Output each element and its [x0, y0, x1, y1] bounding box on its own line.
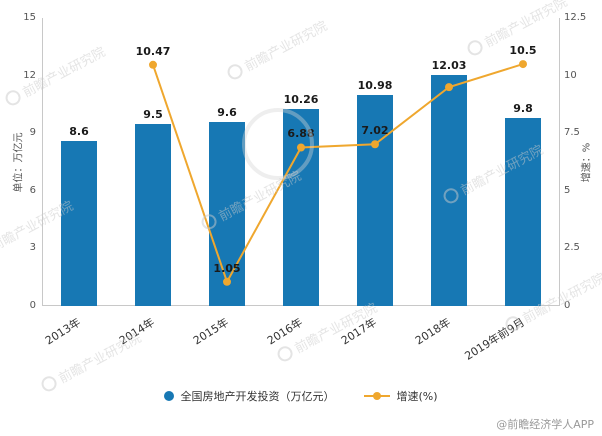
- line-value-label: 6.88: [287, 127, 315, 141]
- x-axis-label: 2015年: [190, 315, 231, 348]
- source-credit: @前瞻经济学人APP: [496, 418, 594, 431]
- left-axis-title: 单位：万亿元: [13, 132, 25, 193]
- line-point: [149, 60, 157, 69]
- growth-line: [149, 60, 527, 286]
- line-point: [371, 140, 379, 149]
- y-axis-tick-left: 3: [29, 242, 36, 254]
- bar: [135, 123, 171, 306]
- y-axis-tick-left: 12: [23, 69, 36, 81]
- bar-value-label: 10.98: [357, 79, 393, 93]
- line-series-marker-icon: [364, 392, 391, 400]
- line-point: [445, 83, 453, 92]
- y-axis-tick-left: 15: [23, 12, 36, 23]
- x-axis-label: 2018年: [412, 315, 453, 348]
- x-axis-label: 2014年: [116, 315, 157, 348]
- bar-value-label: 9.8: [513, 101, 533, 115]
- bar-value-label: 12.03: [431, 59, 467, 73]
- bar-series-label: 全国房地产开发投资（万亿元）: [180, 390, 335, 403]
- x-axis-label: 2019年前9月: [462, 315, 527, 363]
- bar-series-marker-icon: [164, 391, 175, 401]
- legend-item-investment: 全国房地产开发投资（万亿元）: [164, 388, 334, 404]
- legend: 全国房地产开发投资（万亿元） 增速(%): [0, 388, 602, 404]
- line-point: [223, 277, 231, 286]
- watermark-logo-icon: [2, 87, 24, 108]
- line-series-marker-dot-icon: [373, 392, 382, 400]
- line-point: [297, 143, 305, 152]
- y-axis-tick-left: 0: [29, 300, 36, 311]
- growth-line-path: [152, 63, 524, 285]
- y-axis-tick-right: 0: [564, 300, 571, 311]
- y-axis-tick-right: 12.5: [564, 12, 587, 23]
- x-axis-label: 2017年: [338, 315, 379, 348]
- line-value-label: 10.47: [135, 44, 171, 58]
- line-series-label: 增速(%): [396, 390, 438, 403]
- y-axis-tick-right: 7.5: [564, 127, 580, 139]
- bar: [61, 140, 97, 306]
- y-axis-tick-left: 9: [29, 127, 36, 139]
- x-axis-label: 2016年: [264, 315, 305, 348]
- y-axis-tick-right: 5: [564, 184, 571, 196]
- y-axis-tick-right: 2.5: [564, 242, 580, 254]
- line-value-label: 1.05: [213, 261, 241, 275]
- legend-item-growth: 增速(%): [364, 388, 438, 404]
- bar-value-label: 10.26: [283, 93, 319, 106]
- y-axis-tick-right: 10: [564, 69, 577, 81]
- line-point: [519, 60, 527, 69]
- bar: [209, 121, 245, 306]
- right-axis-title: 增速：%: [581, 142, 593, 183]
- line-value-label: 10.5: [509, 44, 537, 58]
- line-value-label: 7.02: [361, 124, 389, 138]
- bar-value-label: 9.6: [217, 105, 237, 119]
- watermark-logo-icon: [274, 343, 296, 364]
- bar: [505, 117, 541, 306]
- x-axis-label: 2013年: [42, 315, 83, 348]
- y-axis-tick-left: 6: [29, 184, 36, 196]
- bar: [283, 109, 319, 306]
- bar: [431, 75, 467, 306]
- bar: [357, 95, 393, 306]
- bar-value-label: 9.5: [143, 107, 163, 121]
- bar-value-label: 8.6: [69, 124, 89, 138]
